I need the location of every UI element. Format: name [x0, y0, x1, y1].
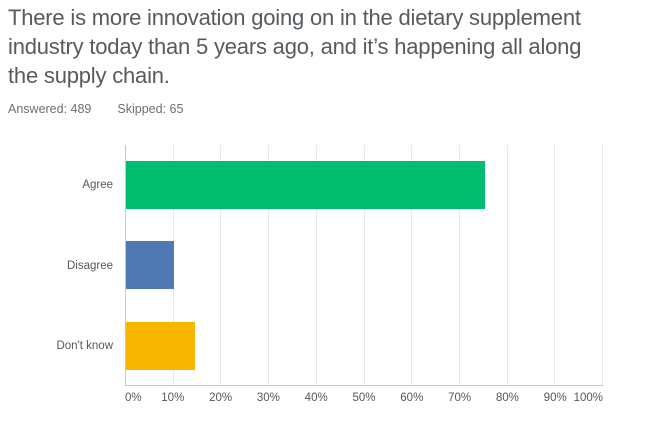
bar-chart: Agree Disagree Don't know 0% 10% 20% 30% 40% 50… [0, 145, 649, 425]
gridline [268, 145, 270, 385]
gridline [363, 145, 365, 385]
answered-count: Answered: 489 [8, 102, 92, 116]
x-axis-tick-label: 0% [125, 392, 142, 404]
gridline [411, 145, 413, 385]
category-label: Don't know [56, 339, 113, 352]
bar-row [126, 225, 603, 305]
response-stats: Answered: 489 Skipped: 65 [8, 102, 183, 116]
x-axis-tick-label: 20% [209, 392, 233, 404]
gridline [602, 145, 603, 385]
bar-disagree [126, 241, 174, 290]
x-axis-tick-label: 40% [304, 392, 328, 404]
gridline [458, 145, 460, 385]
plot-area [125, 145, 603, 386]
x-axis-tick-label: 80% [495, 392, 519, 404]
gridline [220, 145, 222, 385]
x-axis-tick-label: 60% [400, 392, 424, 404]
x-axis-tick-label: 100% [573, 392, 603, 404]
gridline [506, 145, 508, 385]
bar-don-t-know [126, 321, 196, 370]
bar-row [126, 306, 603, 386]
x-axis-tick-label: 50% [352, 392, 376, 404]
survey-question-title: There is more innovation going on in the… [8, 5, 582, 88]
bar-agree [126, 161, 486, 210]
x-axis-tick-label: 10% [161, 392, 185, 404]
x-axis-tick-label: 90% [543, 392, 567, 404]
x-axis: 0% 10% 20% 30% 40% 50% 60% 70% 80% 90% 100% [125, 392, 603, 410]
skipped-count: Skipped: 65 [117, 102, 184, 116]
category-label: Agree [82, 179, 113, 192]
gridline [554, 145, 556, 385]
x-axis-tick-label: 70% [448, 392, 472, 404]
x-axis-tick-label: 30% [256, 392, 280, 404]
gridline [315, 145, 317, 385]
bar-row [126, 145, 603, 225]
category-label: Disagree [66, 259, 113, 272]
category-axis: Agree Disagree Don't know [0, 145, 113, 386]
